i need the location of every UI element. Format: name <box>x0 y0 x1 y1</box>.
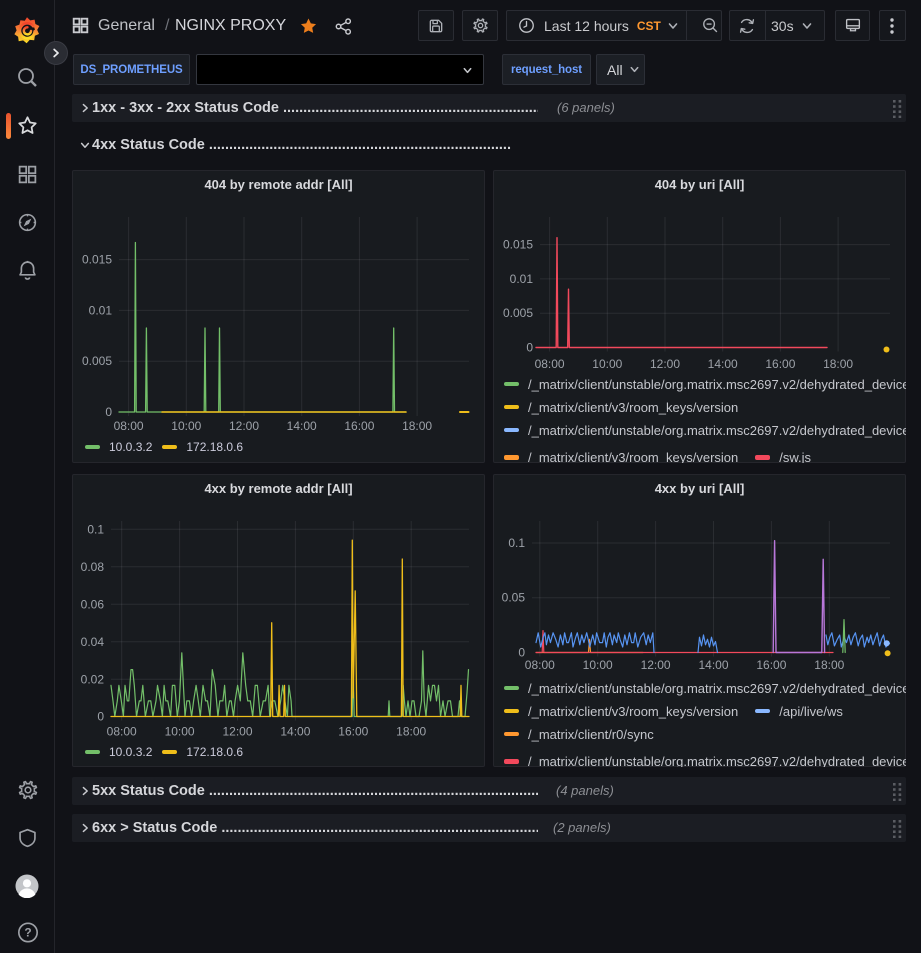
svg-text:0.01: 0.01 <box>89 303 113 317</box>
svg-text:08:00: 08:00 <box>535 357 565 371</box>
svg-text:0: 0 <box>97 710 104 724</box>
svg-text:10:00: 10:00 <box>165 725 195 739</box>
svg-text:0.015: 0.015 <box>82 253 112 267</box>
svg-text:18:00: 18:00 <box>402 419 432 433</box>
svg-text:18:00: 18:00 <box>823 357 853 371</box>
svg-text:08:00: 08:00 <box>525 658 555 672</box>
svg-text:14:00: 14:00 <box>287 419 317 433</box>
svg-text:0: 0 <box>518 646 525 660</box>
svg-text:10:00: 10:00 <box>583 658 613 672</box>
svg-text:08:00: 08:00 <box>114 419 144 433</box>
svg-text:0.01: 0.01 <box>510 272 534 286</box>
svg-text:08:00: 08:00 <box>107 725 137 739</box>
svg-text:16:00: 16:00 <box>344 419 374 433</box>
svg-text:14:00: 14:00 <box>698 658 728 672</box>
svg-text:0.005: 0.005 <box>503 306 533 320</box>
svg-text:12:00: 12:00 <box>650 357 680 371</box>
svg-text:14:00: 14:00 <box>708 357 738 371</box>
svg-text:0.015: 0.015 <box>503 238 533 252</box>
svg-text:10:00: 10:00 <box>592 357 622 371</box>
svg-text:0.1: 0.1 <box>87 522 104 536</box>
svg-text:0: 0 <box>105 405 112 419</box>
svg-text:?: ? <box>24 926 31 940</box>
svg-text:16:00: 16:00 <box>756 658 786 672</box>
svg-text:12:00: 12:00 <box>229 419 259 433</box>
svg-text:12:00: 12:00 <box>641 658 671 672</box>
svg-text:16:00: 16:00 <box>338 725 368 739</box>
svg-text:0.08: 0.08 <box>81 560 105 574</box>
svg-text:18:00: 18:00 <box>814 658 844 672</box>
svg-text:10:00: 10:00 <box>171 419 201 433</box>
svg-text:0: 0 <box>526 341 533 355</box>
svg-text:0.05: 0.05 <box>502 591 526 605</box>
svg-text:12:00: 12:00 <box>222 725 252 739</box>
svg-text:14:00: 14:00 <box>280 725 310 739</box>
svg-text:0.06: 0.06 <box>81 597 105 611</box>
svg-text:18:00: 18:00 <box>396 725 426 739</box>
svg-text:0.1: 0.1 <box>508 536 525 550</box>
svg-text:16:00: 16:00 <box>765 357 795 371</box>
svg-text:0.02: 0.02 <box>81 672 105 686</box>
svg-text:0.005: 0.005 <box>82 354 112 368</box>
svg-text:0.04: 0.04 <box>81 635 105 649</box>
